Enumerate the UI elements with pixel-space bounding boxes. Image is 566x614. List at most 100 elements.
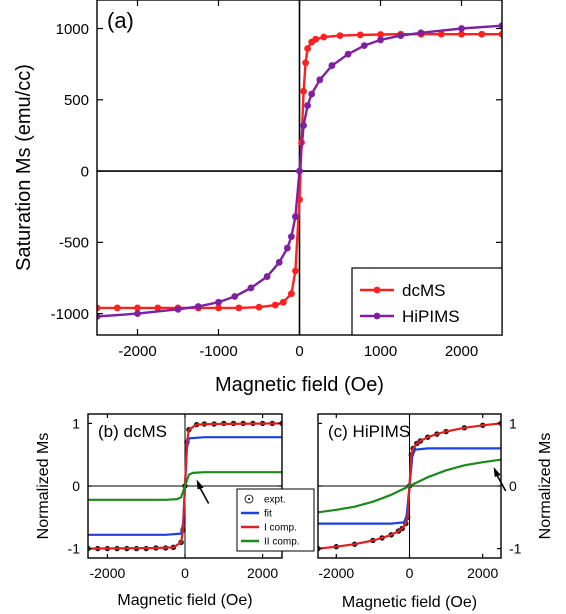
- data-point: [377, 36, 384, 44]
- data-point: [437, 30, 445, 38]
- y-tick-label: 1: [72, 415, 80, 431]
- x-tick-label: 2000: [445, 343, 478, 360]
- annotation-arrow: [196, 479, 210, 504]
- y-tick-label: -500: [59, 235, 89, 252]
- data-point: [275, 258, 283, 266]
- y-tick-label: 1: [509, 415, 517, 431]
- data-point: [304, 45, 311, 52]
- panel-label: (b) dcMS: [98, 422, 167, 441]
- y-tick-label: 0: [81, 163, 89, 180]
- data-point: [113, 304, 121, 312]
- x-axis-label: Magnetic field (Oe): [117, 592, 252, 609]
- data-point: [97, 304, 101, 312]
- y-tick-label: 500: [64, 92, 89, 109]
- data-point: [498, 22, 502, 30]
- data-point: [296, 167, 303, 175]
- legend: dcMS HiPIMS: [351, 267, 503, 336]
- data-point: [231, 293, 239, 300]
- x-tick-label: -2000: [89, 565, 125, 581]
- data-point: [328, 62, 336, 69]
- series-line: [318, 458, 501, 514]
- x-tick-label: 2000: [247, 565, 278, 581]
- panel-label: (a): [107, 8, 134, 33]
- data-point: [356, 31, 364, 39]
- data-point: [360, 42, 368, 50]
- panel-3: -2000 0 2000 -1 0 1 Magnetic field (Oe) Normali…: [317, 413, 554, 611]
- legend-marker-dot: [248, 498, 250, 500]
- panel-2: -2000 0 2000 -1 0 1 Magnetic field (Oe) Normali…: [35, 413, 283, 609]
- data-point: [288, 290, 295, 298]
- legend-label: II comp.: [264, 537, 300, 548]
- data-point: [300, 122, 307, 129]
- y-tick-label: 0: [72, 478, 80, 494]
- data-point: [320, 33, 328, 41]
- legend-label: expt.: [264, 495, 286, 506]
- legend-label: I comp.: [264, 523, 297, 534]
- annotation-arrow: [493, 466, 507, 492]
- data-point: [344, 50, 352, 58]
- x-tick-label: 1000: [364, 343, 397, 360]
- x-tick-label: 0: [181, 565, 189, 581]
- data-point: [263, 273, 271, 280]
- data-point: [97, 313, 101, 320]
- data-point: [308, 90, 316, 98]
- data-point: [134, 310, 141, 318]
- data-point: [194, 303, 202, 310]
- data-point: [235, 304, 243, 312]
- legend-label: dcMS: [402, 281, 445, 300]
- x-tick-label: -2000: [118, 343, 156, 360]
- plot-area: [318, 420, 501, 552]
- series-HiPIMS: [97, 22, 502, 320]
- data-point: [271, 301, 279, 309]
- series-II comp.: [318, 458, 501, 514]
- y-axis-label: Normalized Ms: [537, 433, 554, 540]
- y-axis-label: Saturation Ms (emu/cc): [13, 64, 35, 271]
- data-point: [279, 298, 287, 306]
- data-point: [458, 25, 465, 32]
- data-point: [247, 284, 255, 292]
- data-point: [498, 30, 502, 38]
- y-axis-label: Normalized Ms: [35, 433, 52, 540]
- panel-1: -2000 -1000 0 1000 2000 -1000 -500 0 500 1000 Magn…: [13, 0, 503, 396]
- data-point: [215, 304, 222, 312]
- data-point: [134, 304, 141, 312]
- data-point: [316, 76, 324, 84]
- data-point: [478, 30, 486, 38]
- arrow-head: [196, 479, 204, 490]
- x-tick-label: -2000: [318, 565, 354, 581]
- legend: expt. fit I comp. II comp.: [236, 488, 315, 552]
- y-tick-label: 0: [509, 478, 517, 494]
- data-point: [292, 267, 299, 275]
- data-point: [215, 298, 222, 306]
- data-point: [397, 32, 405, 40]
- legend-box: [351, 267, 503, 336]
- x-tick-label: 0: [295, 343, 303, 360]
- legend-marker: [373, 312, 381, 320]
- data-point: [154, 304, 162, 312]
- data-point: [288, 233, 295, 241]
- series-line: [88, 471, 282, 501]
- arrow-head: [493, 466, 501, 477]
- series-II comp.: [88, 471, 282, 501]
- x-tick-label: 0: [406, 565, 414, 581]
- data-point: [255, 303, 263, 311]
- data-point: [174, 305, 182, 313]
- data-point: [304, 102, 311, 109]
- data-point: [417, 29, 425, 37]
- y-tick-label: -1000: [51, 306, 89, 323]
- data-point: [377, 31, 384, 38]
- x-axis-label: Magnetic field (Oe): [342, 594, 477, 611]
- data-point: [312, 35, 320, 43]
- y-tick-label: 1000: [56, 21, 89, 38]
- legend-label: fit: [264, 509, 272, 520]
- x-axis-label: Magnetic field (Oe): [215, 374, 384, 396]
- plot-area: [97, 22, 502, 320]
- x-tick-label: -1000: [199, 343, 237, 360]
- data-point: [292, 213, 299, 221]
- data-point: [458, 30, 465, 38]
- panel-label: (c) HiPIMS: [328, 422, 410, 441]
- legend-label: HiPIMS: [402, 307, 460, 326]
- y-tick-label: -1: [509, 541, 522, 557]
- legend-marker: [373, 286, 381, 294]
